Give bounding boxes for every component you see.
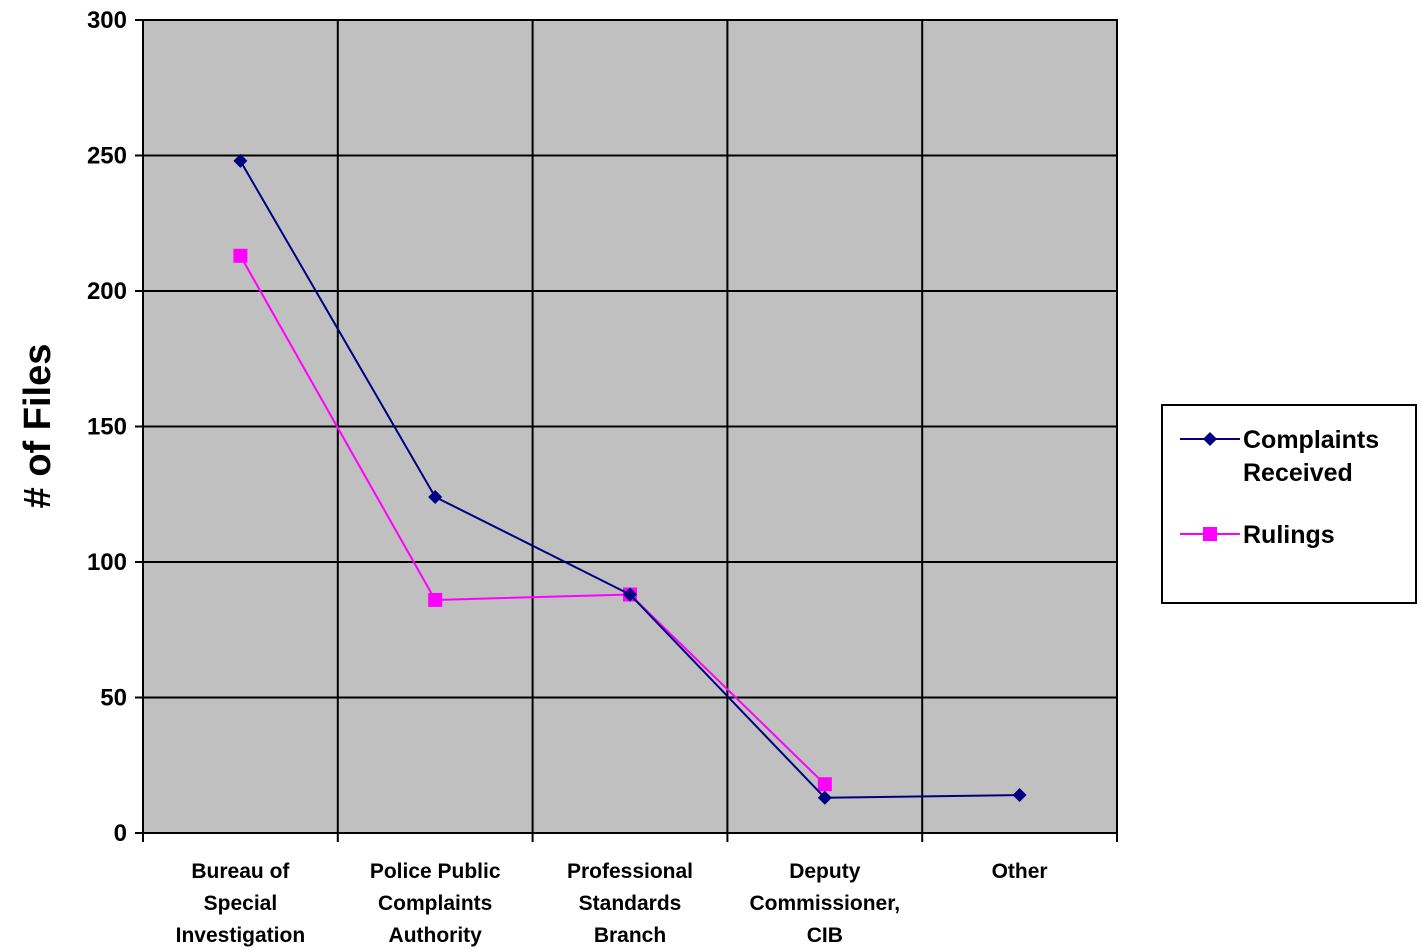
data-point (817, 777, 832, 792)
legend-label: Complaints Received (1243, 426, 1379, 487)
y-tick-label: 200 (87, 278, 127, 305)
data-point (428, 592, 443, 607)
series-line (239, 255, 826, 785)
x-tick-label: Bureau of Special Investigation (176, 860, 306, 947)
data-point (817, 790, 832, 805)
y-tick-label: 50 (100, 685, 127, 712)
data-point (428, 489, 443, 504)
data-point (1012, 788, 1027, 803)
y-tick-label: 250 (87, 143, 127, 170)
x-tick-label: Police Public Complaints Authority (370, 860, 501, 947)
y-tick-label: 300 (87, 7, 127, 34)
x-axis: Bureau of Special Investigation Police Publ… (142, 833, 1118, 947)
series-rulings (233, 248, 832, 792)
y-axis: 0 50 100 150 200 250 300 (87, 7, 143, 847)
data-point (233, 248, 248, 263)
x-tick-label: Other (992, 860, 1048, 883)
series-layer (233, 153, 1027, 805)
y-tick-label: 0 (114, 820, 127, 847)
y-tick-label: 100 (87, 549, 127, 576)
series-complaints-received (233, 153, 1027, 805)
data-point (623, 587, 637, 602)
data-point (233, 153, 248, 168)
x-tick-label: Professional Standards Branch (567, 860, 693, 947)
y-tick-label: 150 (87, 414, 127, 441)
legend-marker (1203, 527, 1217, 541)
legend-marker (1203, 432, 1217, 446)
y-axis-label: # of Files (17, 344, 59, 509)
legend: Complaints Received Rulings (1161, 404, 1417, 604)
x-tick-label: Deputy Commissioner, CIB (750, 860, 901, 947)
legend-label: Rulings (1243, 521, 1335, 549)
